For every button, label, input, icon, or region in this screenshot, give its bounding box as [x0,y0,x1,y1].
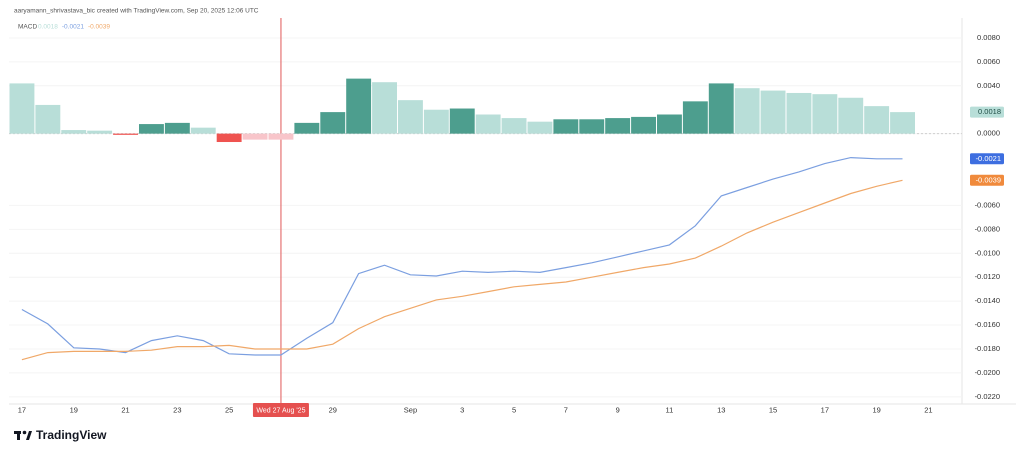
histogram-bar [553,119,579,134]
legend-value: -0.0039 [88,24,110,31]
y-tick-label: 0.0040 [977,81,1000,90]
histogram-bar [9,83,35,134]
x-tick-label: Sep [404,405,417,414]
y-tick-label: -0.0140 [975,296,1000,305]
histogram-bar [760,90,786,134]
line-series [21,179,903,361]
x-tick-label: 19 [872,405,880,414]
x-tick-label: 7 [564,405,568,414]
logo [14,430,32,440]
y-tick-label: -0.0060 [975,200,1000,209]
last-value-badge [970,106,1004,118]
x-tick-label: 21 [924,405,932,414]
histogram-bar [708,83,734,134]
y-tick-label: -0.0080 [975,224,1000,233]
histogram-bar [242,133,268,140]
y-tick-label: 0.0000 [977,129,1000,138]
histogram-bar [87,130,113,134]
crosshair-label-bg [252,403,309,417]
histogram-bar [216,133,242,143]
footer-brand: TradingView [36,428,107,442]
x-tick-label: 29 [329,405,337,414]
histogram-bar [61,130,87,134]
x-tick-label: 9 [616,405,620,414]
histogram-bar [605,118,631,134]
last-value-label: 0.0018 [978,107,1001,116]
histogram-bar [501,118,527,134]
x-tick-label: 3 [460,405,464,414]
histogram-bar [864,106,890,134]
histogram-bar [113,133,138,135]
histogram-bar [449,108,475,134]
chart-title: aaryamann_shrivastava_bic created with T… [14,8,259,15]
histogram-bar [682,101,708,134]
line-series [21,156,903,356]
x-tick-label: 17 [18,405,26,414]
x-tick-label: 5 [512,405,516,414]
histogram-bar [657,114,682,134]
x-tick-label: 11 [666,405,674,414]
last-value-label: -0.0039 [976,175,1001,184]
x-tick-label: 19 [70,405,78,414]
histogram-bar [838,97,864,134]
histogram-bar [398,100,423,134]
histogram-bar [786,92,812,134]
histogram-bar [320,112,346,134]
last-value-badge [970,174,1004,186]
histogram-bar [812,94,838,134]
last-value-badge [970,153,1004,165]
histogram-bar [734,88,760,134]
histogram-bar [346,78,372,134]
histogram-bar [139,124,164,134]
y-tick-label: -0.0160 [975,320,1000,329]
histogram-bar [294,122,320,134]
histogram-bar [164,122,190,134]
y-tick-label: -0.0120 [975,272,1000,281]
histogram-bar [372,82,397,134]
x-tick-label: 21 [121,405,129,414]
y-tick-label: 0.0060 [977,57,1000,66]
legend-title: MACD [18,24,37,31]
histogram-bar [631,116,656,134]
x-tick-label: 15 [769,405,777,414]
x-tick-label: 17 [821,405,829,414]
y-tick-label: -0.0220 [975,392,1000,401]
y-tick-label: -0.0100 [975,248,1000,257]
histogram-bar [579,119,605,134]
y-tick-label: -0.0200 [975,368,1000,377]
histogram-bar [268,133,294,140]
histogram-bar [475,114,501,134]
last-value-label: -0.0021 [976,154,1001,163]
y-tick-label: -0.0180 [975,344,1000,353]
x-tick-label: 25 [225,405,233,414]
histogram-bar [527,121,553,134]
legend-value: -0.0021 [62,24,84,31]
histogram-bar [190,127,216,134]
histogram-bar [35,104,61,134]
legend-value: 0.0018 [38,24,58,31]
x-tick-label: 23 [173,405,181,414]
y-tick-label: 0.0080 [977,33,1000,42]
x-tick-label: 13 [717,405,725,414]
histogram-bar [423,109,449,134]
crosshair-label: Wed 27 Aug '25 [256,407,305,414]
histogram-bar [890,112,915,134]
